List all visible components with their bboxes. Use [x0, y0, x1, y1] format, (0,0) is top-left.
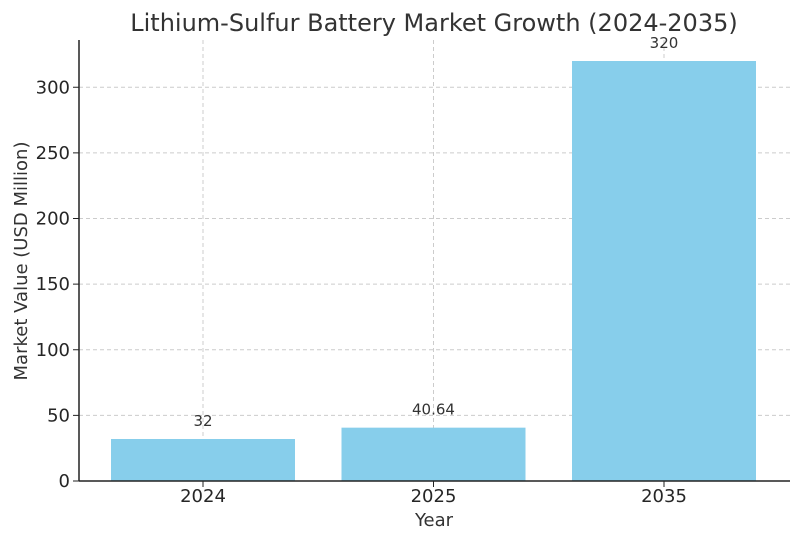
- axes-layer: [73, 40, 790, 487]
- x-tick-label-2035: 2035: [641, 486, 687, 507]
- x-tick-label-2025: 2025: [411, 486, 457, 507]
- y-tick-label: 0: [59, 471, 70, 492]
- labels-layer: 0 50 100 150 200 250 300 32 40.64 320 2024 2025 2035: [36, 34, 687, 507]
- data-label-2024: 32: [193, 412, 212, 430]
- bar-2024: [111, 439, 295, 481]
- y-tick-label: 150: [36, 274, 70, 295]
- y-axis-label: Market Value (USD Million): [11, 142, 32, 381]
- data-label-2025: 40.64: [412, 401, 455, 419]
- bar-2035: [572, 61, 756, 481]
- x-axis-label: Year: [414, 510, 454, 531]
- bars-layer: [111, 61, 756, 481]
- y-tick-label: 250: [36, 143, 70, 164]
- y-tick-label: 300: [36, 77, 70, 98]
- y-tick-label: 50: [47, 405, 70, 426]
- x-tick-label-2024: 2024: [180, 486, 226, 507]
- data-label-2035: 320: [650, 34, 679, 52]
- bar-2025: [341, 427, 526, 481]
- y-tick-label: 100: [36, 340, 70, 361]
- y-tick-label: 200: [36, 209, 70, 230]
- chart-title: Lithium-Sulfur Battery Market Growth (20…: [130, 9, 737, 37]
